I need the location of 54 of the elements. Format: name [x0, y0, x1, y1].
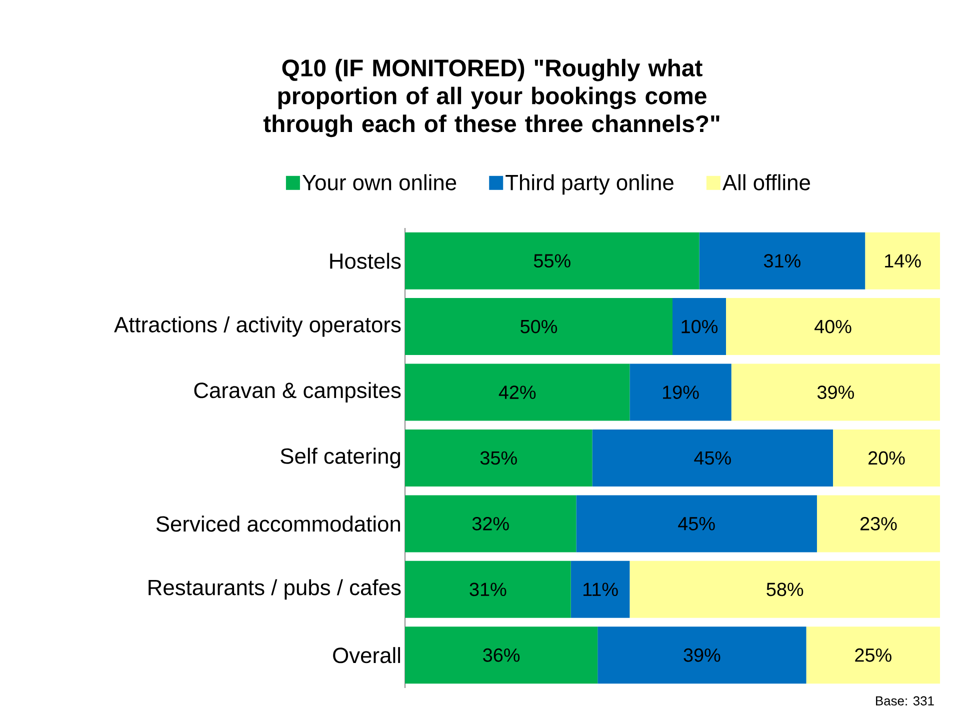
data-label: 23% [860, 516, 897, 530]
bar [731, 364, 940, 421]
data-label: 10% [682, 320, 718, 334]
data-label: 25% [855, 648, 892, 662]
data-label: 11% [583, 582, 618, 596]
y-tick-label: Restaurants / pubs / cafes [148, 579, 401, 600]
data-label: 45% [694, 451, 731, 465]
bar [598, 626, 806, 684]
data-label: 40% [814, 320, 852, 334]
data-label: 50% [520, 320, 558, 334]
y-tick-label: Overall [333, 647, 400, 664]
data-label: 45% [678, 517, 715, 530]
bar [405, 495, 576, 552]
data-label: 19% [663, 386, 699, 399]
data-label: 42% [498, 386, 536, 399]
bar [833, 429, 940, 486]
bar [405, 560, 571, 618]
y-tick-label: Serviced accommodation [156, 516, 400, 532]
y-tick-label: Caravan & campsites [194, 382, 401, 402]
data-label: 32% [472, 516, 509, 530]
bar [726, 298, 940, 356]
bar [405, 429, 592, 486]
bar [816, 495, 940, 552]
bar [699, 232, 866, 290]
text: Base: 331 [876, 696, 934, 706]
data-label: 31% [470, 582, 506, 596]
data-label: 55% [534, 254, 570, 268]
y-tick-label: Self catering [280, 448, 400, 468]
data-label: 31% [764, 254, 800, 268]
bar [405, 626, 598, 684]
bar [570, 560, 630, 618]
y-tick-label: Attractions / activity operators [114, 316, 401, 337]
data-label: 20% [868, 451, 905, 465]
y-tick-label: Hostels [330, 252, 401, 269]
bar [405, 232, 700, 290]
bar [806, 626, 940, 684]
bar [592, 429, 834, 486]
data-label: 35% [480, 451, 517, 465]
legend-label: Third party online [506, 174, 674, 195]
data-label: 36% [483, 648, 520, 662]
legend-label: All offline [722, 174, 810, 190]
data-label: 58% [766, 582, 804, 596]
data-label: 14% [885, 254, 921, 268]
bar [865, 232, 940, 290]
data-label: 39% [684, 648, 720, 662]
bar [672, 298, 726, 356]
legend-label: Your own online [302, 174, 456, 190]
bar [576, 495, 817, 552]
bar [405, 298, 673, 356]
data-label: 39% [817, 386, 854, 399]
bar [630, 560, 940, 618]
bar [630, 364, 732, 421]
bar [405, 364, 630, 421]
chart-title: Q10 (IF MONITORED) "Roughly what proportion of all your bookings come through each of these three channels?" [263, 58, 720, 138]
